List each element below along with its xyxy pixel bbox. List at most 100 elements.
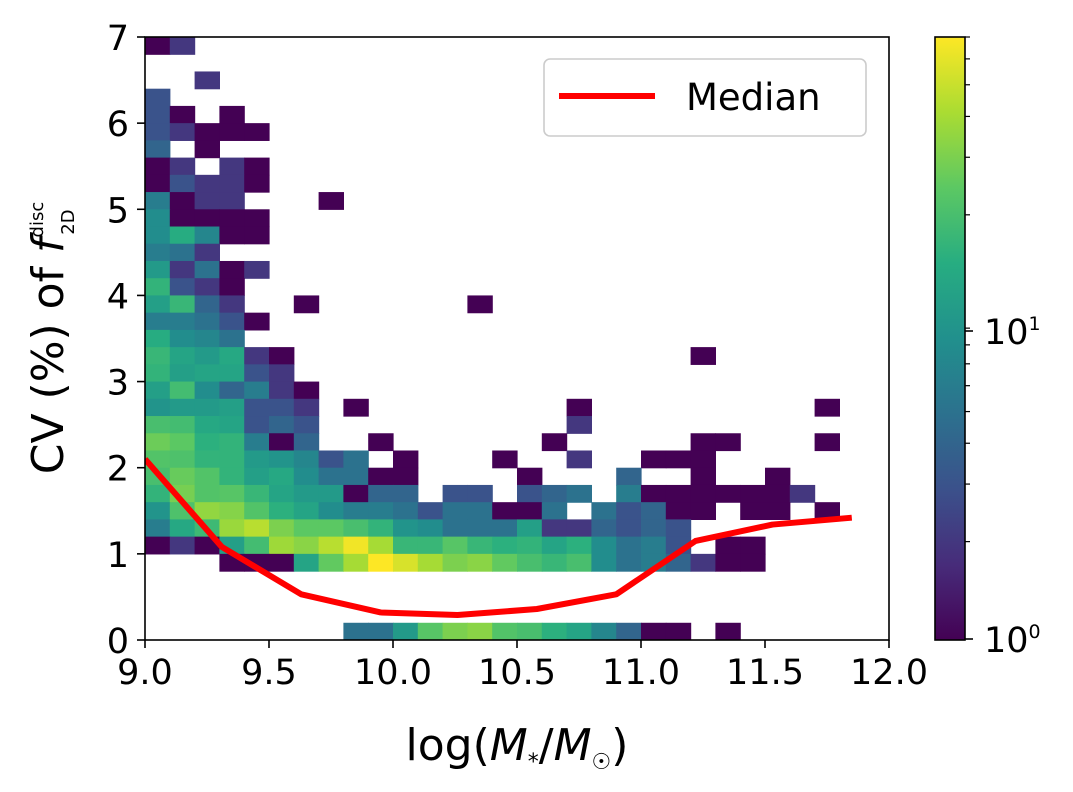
heatmap-cell — [492, 502, 518, 520]
y-tick-label: 1 — [107, 536, 129, 576]
heatmap-cell — [219, 519, 245, 538]
heatmap-cell — [145, 123, 171, 141]
median-line — [145, 457, 853, 619]
heatmap-cell — [194, 123, 220, 141]
heatmap-cell — [541, 553, 568, 572]
heatmap-cell — [616, 536, 642, 555]
y-axis-label: CV (%) of fdisc 2D — [23, 202, 79, 475]
heatmap-cell — [492, 450, 518, 469]
heatmap-cell — [145, 37, 171, 55]
heatmap-cell — [616, 502, 642, 520]
heatmap-cell — [194, 312, 220, 331]
heatmap-cell — [765, 484, 791, 503]
heatmap-cell — [293, 467, 320, 486]
heatmap-cell — [566, 553, 592, 572]
heatmap-cell — [566, 622, 592, 640]
heatmap-cell — [517, 519, 543, 538]
heatmap-cell — [740, 502, 766, 520]
x-label-sub2: ☉ — [592, 750, 612, 775]
heatmap-cell — [145, 157, 171, 176]
x-tick-label: 10.0 — [354, 653, 432, 693]
heatmap-cell — [318, 536, 344, 555]
heatmap-cell — [665, 622, 692, 640]
x-tick-label: 10.5 — [478, 653, 556, 693]
heatmap-cell — [566, 536, 592, 555]
heatmap-cell — [269, 553, 295, 572]
heatmap-cell — [169, 433, 196, 452]
heatmap-cell — [269, 381, 295, 400]
heatmap-cell — [368, 433, 394, 452]
heatmap-cell — [541, 519, 568, 538]
heatmap-cell — [169, 105, 196, 124]
heatmap-cell — [194, 295, 220, 314]
heatmap-cell — [145, 226, 171, 245]
heatmap-cell — [393, 519, 419, 538]
heatmap-cell — [442, 536, 468, 555]
heatmap-cell — [169, 519, 196, 538]
x-label-slash: / — [539, 720, 554, 771]
heatmap-cell — [690, 484, 716, 503]
heatmap-cell — [318, 467, 344, 486]
heatmap-cell — [740, 536, 766, 555]
heatmap-cell — [690, 347, 716, 365]
x-tick-label: 9.5 — [241, 653, 297, 693]
x-tick-label: 9.0 — [117, 653, 173, 693]
y-label-sup: disc — [27, 202, 48, 238]
heatmap-cell — [194, 450, 220, 469]
heatmap-cell — [169, 295, 196, 314]
heatmap-cell — [690, 467, 716, 486]
heatmap-cell — [641, 536, 667, 555]
heatmap-cell — [145, 502, 171, 520]
heatmap-cell — [393, 622, 419, 640]
heatmap-cell — [442, 484, 468, 503]
heatmap-cell — [194, 381, 220, 400]
heatmap-cell — [467, 536, 493, 555]
heatmap-cell — [641, 502, 667, 520]
heatmap-cell — [145, 433, 171, 452]
legend-median-label: Median — [686, 76, 821, 119]
heatmap-cell — [244, 398, 270, 417]
heatmap-cell — [219, 329, 245, 348]
heatmap-cell — [145, 381, 171, 400]
heatmap-cell — [641, 519, 667, 538]
x-tick-label: 12.0 — [850, 653, 928, 693]
y-tick-label: 7 — [107, 19, 129, 59]
heatmap-cell — [269, 450, 295, 469]
heatmap-cell — [467, 553, 493, 572]
heatmap-cell — [293, 295, 320, 314]
heatmap-cell — [343, 502, 369, 520]
heatmap-cell — [740, 553, 766, 572]
heatmap-cell — [318, 502, 344, 520]
heatmap-cell — [293, 416, 320, 434]
heatmap-cell — [269, 536, 295, 555]
heatmap-cell — [765, 502, 791, 520]
heatmap-cell — [393, 553, 419, 572]
heatmap-cell — [244, 364, 270, 383]
heatmap-cell — [393, 450, 419, 469]
svg-text:101: 101 — [984, 313, 1041, 353]
heatmap-cell — [492, 553, 518, 572]
heatmap-cell — [194, 433, 220, 452]
heatmap-cell — [269, 364, 295, 383]
heatmap-cell — [442, 622, 468, 640]
heatmap-cell — [368, 467, 394, 486]
heatmap-cell — [194, 140, 220, 159]
heatmap-cell — [194, 192, 220, 210]
heatmap-cell — [492, 622, 518, 640]
heatmap-cell — [467, 502, 493, 520]
heatmap-cell — [442, 502, 468, 520]
heatmap-cell — [219, 467, 245, 486]
colorbar-tick-1-exp: 1 — [1029, 313, 1041, 335]
svg-text:100: 100 — [984, 621, 1041, 661]
heatmap-cell — [219, 502, 245, 520]
heatmap-cell — [145, 88, 171, 107]
heatmap-cell — [219, 260, 245, 279]
heatmap-cell — [219, 364, 245, 383]
heatmap-cell — [616, 622, 642, 640]
y-tick-label: 2 — [107, 450, 129, 490]
heatmap-cell — [368, 536, 394, 555]
heatmap-cell — [145, 278, 171, 297]
heatmap-cell — [244, 433, 270, 452]
heatmap-cell — [145, 416, 171, 434]
